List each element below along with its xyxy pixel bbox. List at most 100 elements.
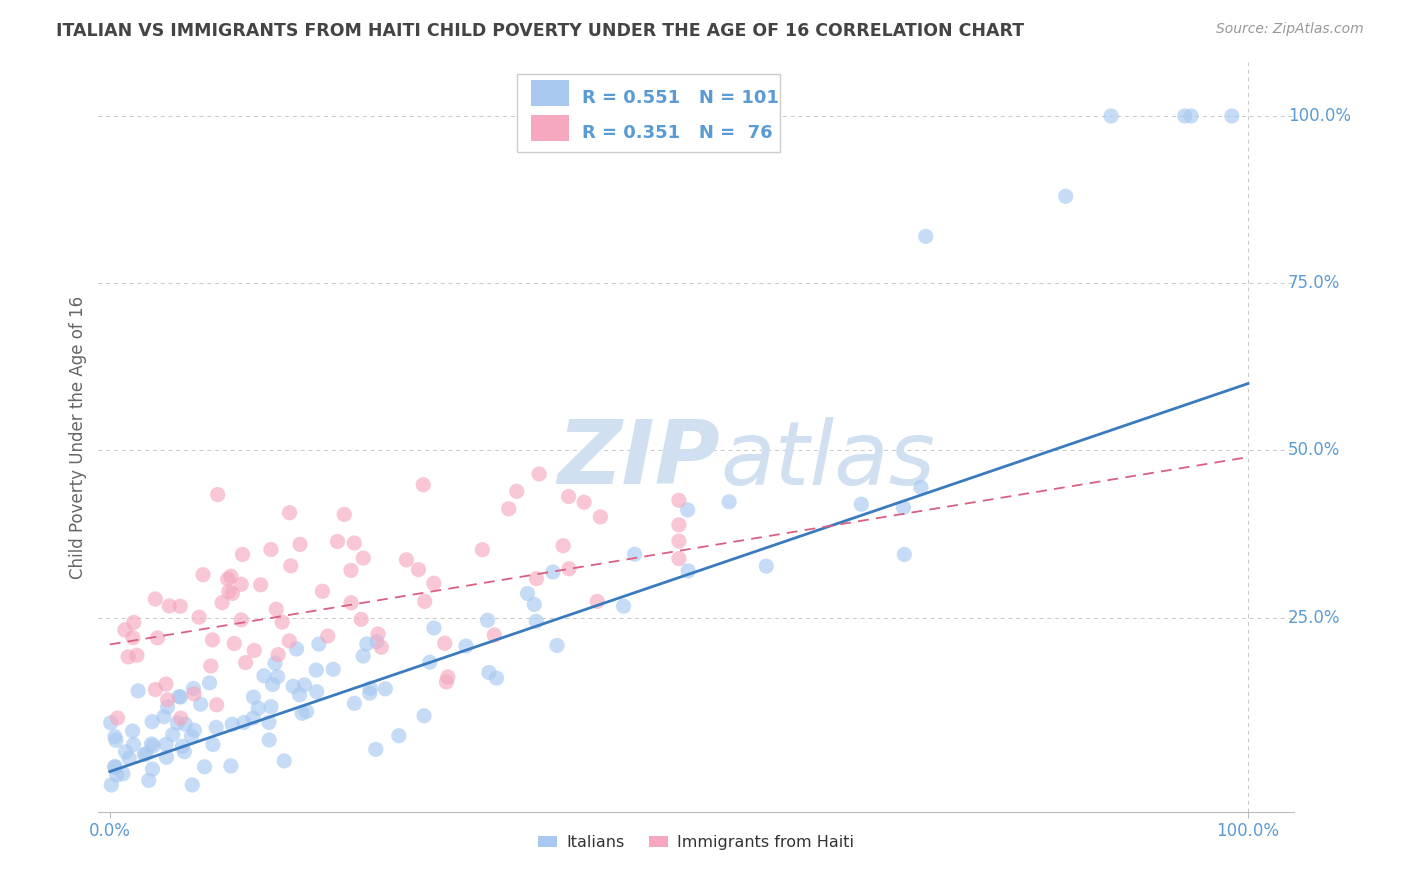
Point xyxy=(311,584,333,599)
Point xyxy=(100,715,122,730)
Point xyxy=(260,699,283,714)
Point xyxy=(242,690,264,704)
Point xyxy=(181,778,204,792)
Text: atlas: atlas xyxy=(720,417,935,502)
Point xyxy=(188,610,211,624)
Point xyxy=(266,670,288,684)
Point xyxy=(623,547,645,561)
Point xyxy=(291,706,314,721)
Point xyxy=(224,636,246,650)
Point xyxy=(851,497,873,511)
Point xyxy=(260,542,283,557)
Point xyxy=(155,677,177,691)
Point xyxy=(471,542,494,557)
Point xyxy=(169,690,191,704)
Point xyxy=(477,613,499,627)
Point xyxy=(191,567,214,582)
Point xyxy=(340,563,363,577)
Text: ZIP: ZIP xyxy=(557,416,720,503)
Point xyxy=(262,677,284,691)
Point xyxy=(359,681,381,696)
Point xyxy=(169,599,191,614)
Point xyxy=(231,548,253,562)
Point xyxy=(280,558,302,573)
FancyBboxPatch shape xyxy=(517,74,779,153)
Point xyxy=(326,534,349,549)
Point xyxy=(322,662,344,676)
Point xyxy=(558,562,581,576)
Point xyxy=(141,714,163,729)
Point xyxy=(367,627,389,641)
Text: R = 0.351   N =  76: R = 0.351 N = 76 xyxy=(582,124,773,142)
Point xyxy=(104,759,127,773)
Point xyxy=(523,598,546,612)
Point xyxy=(340,596,363,610)
Point xyxy=(221,586,243,600)
Point xyxy=(114,623,136,637)
Point xyxy=(242,711,264,725)
Point xyxy=(118,751,141,765)
Point xyxy=(350,612,373,626)
Point xyxy=(388,729,411,743)
Point xyxy=(219,759,242,773)
Point xyxy=(557,490,579,504)
Point xyxy=(169,711,191,725)
Point xyxy=(143,682,166,697)
Point xyxy=(413,708,436,723)
Point xyxy=(167,690,190,704)
Point xyxy=(104,760,127,774)
Point xyxy=(359,686,381,700)
Point xyxy=(107,711,129,725)
Point xyxy=(193,760,215,774)
Point xyxy=(219,569,242,583)
Point xyxy=(122,615,145,630)
Point xyxy=(143,592,166,607)
Point xyxy=(122,738,145,752)
Point xyxy=(910,480,932,494)
Legend: Italians, Immigrants from Haiti: Italians, Immigrants from Haiti xyxy=(531,829,860,856)
Point xyxy=(100,778,122,792)
Point xyxy=(1180,109,1202,123)
Point xyxy=(316,629,339,643)
Point xyxy=(125,648,148,663)
Point xyxy=(413,594,436,608)
Point xyxy=(247,701,270,715)
Point xyxy=(257,715,280,730)
Point xyxy=(546,639,568,653)
Point xyxy=(1220,109,1243,123)
Point xyxy=(305,684,328,698)
FancyBboxPatch shape xyxy=(531,79,569,106)
Text: R = 0.551   N = 101: R = 0.551 N = 101 xyxy=(582,88,779,107)
Point xyxy=(370,640,392,655)
Point xyxy=(572,495,595,509)
Text: 25.0%: 25.0% xyxy=(1288,608,1340,627)
Point xyxy=(221,717,243,731)
Point xyxy=(273,754,295,768)
Y-axis label: Child Poverty Under the Age of 16: Child Poverty Under the Age of 16 xyxy=(69,295,87,579)
Point xyxy=(174,717,197,731)
Point xyxy=(198,676,221,690)
Point xyxy=(183,723,205,738)
Point xyxy=(423,576,446,591)
Point xyxy=(183,687,205,701)
Point xyxy=(207,487,229,501)
Point xyxy=(893,500,915,515)
Point xyxy=(138,773,160,788)
Point xyxy=(524,615,547,629)
Point xyxy=(267,648,290,662)
Point xyxy=(173,745,195,759)
Point xyxy=(205,698,228,712)
Point xyxy=(122,631,145,645)
Point xyxy=(157,599,180,613)
Point xyxy=(408,563,430,577)
Point xyxy=(527,467,550,481)
Point xyxy=(201,632,224,647)
Point xyxy=(718,495,741,509)
Point xyxy=(142,739,165,753)
Point xyxy=(436,675,458,690)
Point xyxy=(183,681,205,696)
Point xyxy=(172,739,194,754)
Point xyxy=(278,506,301,520)
Text: 100.0%: 100.0% xyxy=(1288,107,1351,125)
Point xyxy=(423,621,446,635)
